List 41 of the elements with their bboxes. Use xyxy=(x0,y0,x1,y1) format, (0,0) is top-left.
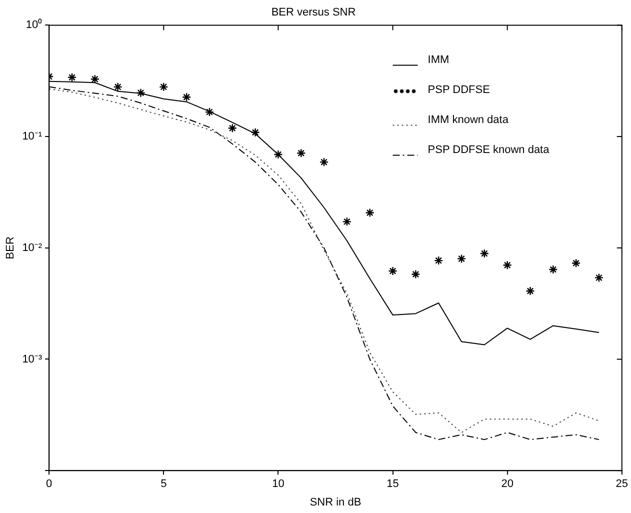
x-axis-title: SNR in dB xyxy=(310,496,362,508)
y-tick-label: 10⁻¹ xyxy=(22,130,42,143)
point xyxy=(411,270,420,279)
point xyxy=(90,74,100,84)
point xyxy=(342,217,352,226)
point xyxy=(319,157,329,167)
point xyxy=(182,92,192,102)
point xyxy=(365,208,374,218)
y-tick-label: 10⁰ xyxy=(26,18,42,32)
legend-label: IMM xyxy=(428,54,450,66)
point xyxy=(204,107,214,117)
legend-label: PSP DDFSE xyxy=(428,84,490,96)
point xyxy=(502,260,512,270)
point xyxy=(480,248,490,258)
y-axis-title: BER xyxy=(4,236,17,260)
legend-label: IMM known data xyxy=(428,114,510,126)
point xyxy=(526,286,535,296)
y-tick-label: 10⁻² xyxy=(22,242,42,254)
x-tick-label: 0 xyxy=(46,478,52,490)
y-tick-label: 10⁻³ xyxy=(22,353,42,366)
point xyxy=(594,273,604,282)
point xyxy=(274,150,283,160)
point xyxy=(228,124,237,133)
point xyxy=(113,82,122,92)
point xyxy=(250,128,260,137)
x-tick-label: 10 xyxy=(272,478,284,490)
point xyxy=(434,256,444,266)
point xyxy=(67,72,77,82)
x-tick-label: 20 xyxy=(501,478,514,490)
point xyxy=(159,82,168,92)
point xyxy=(571,258,581,268)
point xyxy=(548,264,558,274)
point xyxy=(296,148,306,158)
point xyxy=(456,254,466,264)
x-tick-label: 5 xyxy=(160,478,167,490)
legend-label: PSP DDFSE known data xyxy=(428,144,550,156)
x-tick-label: 15 xyxy=(386,478,399,490)
point xyxy=(136,88,146,98)
point xyxy=(388,266,398,276)
x-tick-label: 25 xyxy=(616,478,628,490)
chart-title: BER versus SNR xyxy=(271,6,356,19)
